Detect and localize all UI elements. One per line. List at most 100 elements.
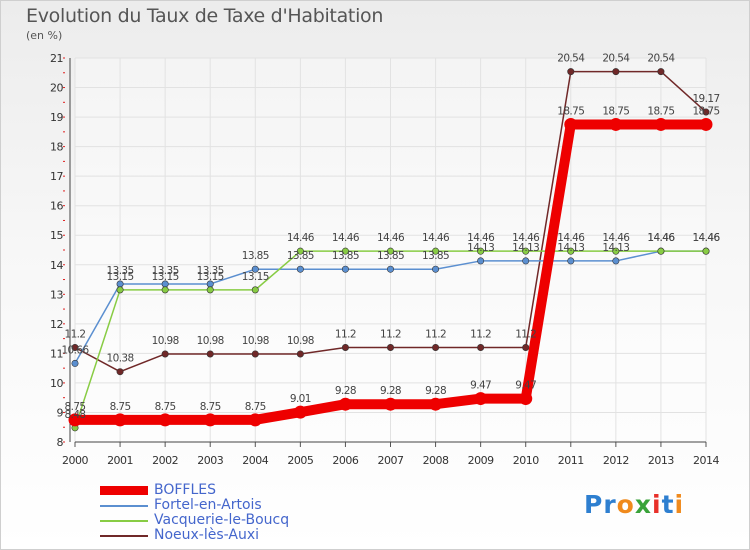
y-minor-tick: [63, 293, 65, 295]
legend-item: BOFFLES: [100, 482, 360, 498]
data-label: 18.75: [557, 105, 584, 117]
logo-letter: r: [603, 490, 617, 519]
data-label: 14.46: [287, 232, 315, 244]
data-point: [384, 397, 397, 411]
data-point: [474, 392, 488, 406]
data-point: [296, 247, 304, 255]
data-label: 13.85: [377, 250, 404, 262]
data-label: 14.46: [692, 232, 720, 244]
y-minor-tick: [63, 57, 65, 59]
data-label: 13.15: [197, 271, 224, 283]
x-tick-label: 2006: [332, 454, 358, 467]
y-tick-label: 18: [50, 141, 63, 154]
data-label: 14.46: [647, 232, 675, 244]
y-minor-tick: [63, 411, 65, 413]
data-label: 8.75: [200, 401, 221, 413]
data-label: 14.46: [422, 232, 450, 244]
data-label: 11.2: [335, 328, 356, 340]
x-tick-label: 2014: [693, 454, 719, 467]
x-tick-label: 2012: [603, 454, 629, 467]
data-label: 18.75: [647, 105, 674, 117]
data-point: [612, 68, 620, 76]
data-label: 9.47: [515, 380, 536, 392]
x-tick-label: 2001: [107, 454, 133, 467]
y-tick-label: 10: [50, 377, 63, 390]
data-label: 20.54: [647, 53, 675, 65]
x-tick-label: 2007: [378, 454, 404, 467]
data-point: [432, 247, 440, 255]
data-label: 18.75: [692, 105, 719, 117]
data-point: [564, 117, 578, 131]
data-label: 13.15: [107, 271, 134, 283]
data-point: [522, 257, 530, 265]
x-tick-label: 2009: [468, 454, 494, 467]
legend-label: BOFFLES: [154, 482, 217, 498]
legend-label: Noeux-lès-Auxi: [154, 527, 260, 543]
data-label: 13.35: [152, 265, 179, 277]
data-label: 11.2: [470, 328, 491, 340]
logo-letter: x: [634, 490, 652, 519]
data-point: [68, 413, 82, 427]
legend-item: Fortel-en-Artois: [100, 497, 360, 513]
data-point: [341, 343, 349, 351]
y-minor-tick: [63, 338, 65, 340]
y-tick-label: 12: [50, 318, 63, 331]
data-label: 13.85: [242, 250, 269, 262]
data-point: [116, 368, 124, 376]
y-minor-tick: [63, 382, 65, 384]
data-label: 11.2: [515, 328, 536, 340]
data-point: [116, 286, 124, 294]
data-point: [161, 286, 169, 294]
data-point: [657, 68, 665, 76]
data-point: [206, 286, 214, 294]
data-point: [248, 413, 262, 427]
data-point: [477, 257, 485, 265]
data-point: [386, 343, 394, 351]
y-tick-label: 16: [50, 200, 63, 213]
data-point: [702, 108, 710, 116]
x-tick-label: 2011: [558, 454, 584, 467]
data-label: 8.75: [155, 401, 176, 413]
y-minor-tick: [63, 308, 65, 310]
data-point: [341, 265, 349, 273]
legend-swatch: [100, 505, 148, 507]
data-point: [251, 350, 259, 358]
data-label: 13.85: [287, 250, 314, 262]
chart-title: Evolution du Taux de Taxe d'Habitation: [26, 5, 384, 27]
x-tick-label: 2008: [423, 454, 449, 467]
y-minor-tick: [63, 205, 65, 207]
data-point: [702, 247, 710, 255]
y-minor-tick: [63, 131, 65, 133]
y-tick-label: 19: [50, 111, 63, 124]
data-point: [203, 413, 217, 427]
logo-letter: t: [661, 490, 675, 519]
y-minor-tick: [63, 101, 65, 103]
data-point: [71, 343, 79, 351]
data-label: 19.17: [692, 93, 719, 105]
data-label: 14.46: [512, 232, 540, 244]
data-label: 13.15: [152, 271, 179, 283]
data-point: [609, 117, 623, 131]
x-tick-label: 2010: [513, 454, 539, 467]
y-minor-tick: [63, 352, 65, 354]
data-label: 10.66: [61, 344, 89, 356]
data-label: 10.98: [287, 335, 314, 347]
legend-item: Noeux-lès-Auxi: [100, 527, 360, 543]
legend-label: Fortel-en-Artois: [154, 497, 262, 513]
legend-swatch: [100, 535, 148, 537]
data-point: [567, 68, 575, 76]
y-minor-tick: [63, 234, 65, 236]
x-tick-label: 2005: [287, 454, 313, 467]
data-label: 8.75: [245, 401, 266, 413]
data-point: [206, 350, 214, 358]
data-point: [522, 343, 530, 351]
data-label: 9.28: [380, 385, 401, 397]
y-minor-tick: [63, 146, 65, 148]
data-label: 14.46: [602, 232, 630, 244]
data-label: 8.75: [110, 401, 131, 413]
legend-swatch: [100, 486, 148, 495]
y-tick-label: 9: [57, 406, 64, 419]
data-label: 8.48: [65, 409, 86, 421]
data-label: 14.13: [512, 242, 539, 254]
y-tick-label: 17: [50, 170, 63, 183]
